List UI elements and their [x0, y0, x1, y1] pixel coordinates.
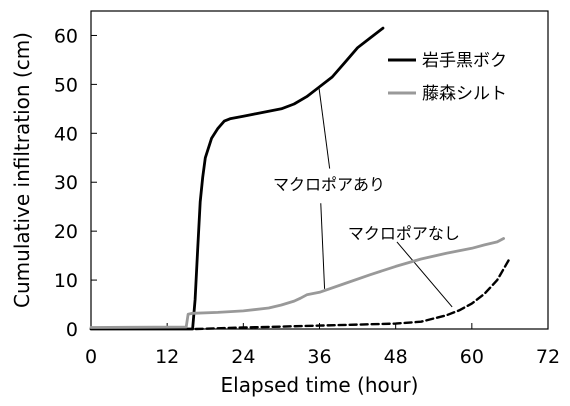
legend-label: 藤森シルト [422, 84, 507, 104]
series-lines [89, 26, 512, 331]
annotation-pointer [318, 86, 331, 169]
y-tick-label: 10 [54, 270, 78, 292]
x-axis-ticks: 0 12 24 36 48 60 72 [85, 323, 560, 368]
x-tick-label: 24 [231, 346, 255, 368]
x-tick-label: 36 [307, 346, 331, 368]
series-line-3 [194, 256, 512, 331]
x-tick-label: 48 [384, 346, 408, 368]
annotation-pointers [318, 86, 453, 308]
annotation-label: マクロポアあり [273, 175, 385, 194]
series-line-2 [89, 237, 506, 329]
y-tick-label: 20 [54, 221, 78, 243]
x-tick-label: 60 [460, 346, 484, 368]
y-tick-label: 60 [54, 25, 78, 47]
annotation-label: マクロポアなし [348, 224, 460, 243]
y-tick-label: 30 [54, 172, 78, 194]
series-line-1 [89, 26, 385, 331]
plot-area [90, 10, 549, 330]
annotation-pointer [396, 241, 453, 308]
y-tick-label: 40 [54, 123, 78, 145]
y-axis-ticks: 0 10 20 30 40 50 60 [54, 25, 97, 341]
y-axis-title: Cumulative infiltration (cm) [10, 32, 34, 308]
annotation-pointer [320, 203, 326, 289]
y-tick-label: 0 [66, 319, 78, 341]
x-tick-label: 0 [85, 346, 97, 368]
legend-label: 岩手黒ボク [422, 51, 507, 71]
x-tick-label: 12 [155, 346, 179, 368]
y-tick-label: 50 [54, 74, 78, 96]
x-axis-title: Elapsed time (hour) [221, 373, 419, 397]
x-tick-label: 72 [536, 346, 560, 368]
